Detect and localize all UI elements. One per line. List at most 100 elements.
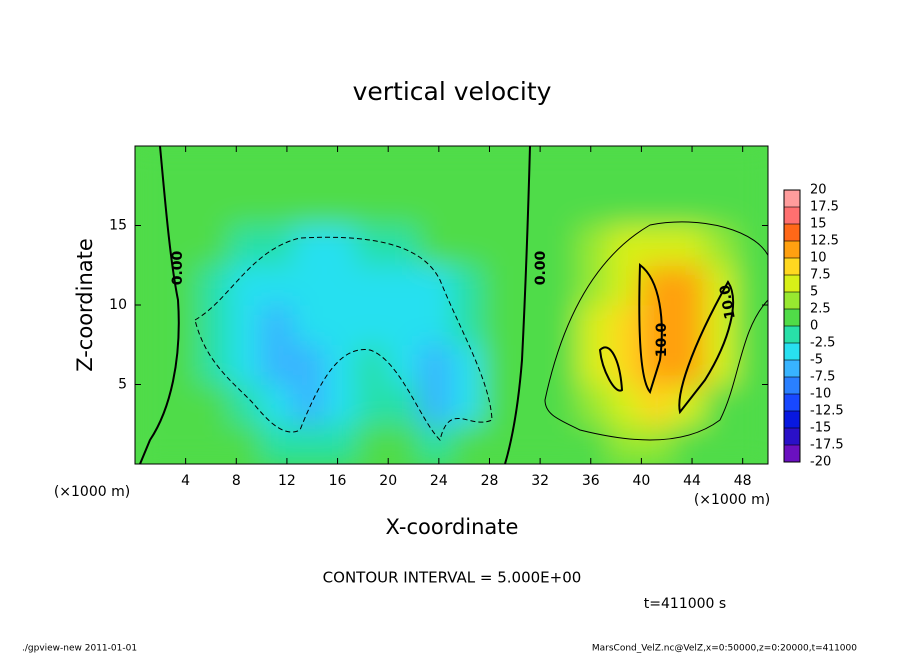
field-cell	[229, 304, 263, 346]
field-cell	[261, 146, 294, 187]
field-cell	[609, 423, 642, 464]
x-tick-label: 28	[481, 473, 499, 489]
field-cell	[545, 344, 579, 385]
field-cell	[419, 304, 452, 346]
field-cell	[482, 264, 516, 306]
field-cell	[135, 185, 168, 226]
footer-right: MarsCond_VelZ.nc@VelZ,x=0:50000,z=0:2000…	[592, 644, 857, 654]
field-cell	[451, 304, 484, 346]
field-cell	[735, 146, 768, 187]
contour-ten	[638, 263, 663, 395]
colorbar-band	[784, 207, 800, 224]
x-tick-label: 16	[329, 473, 347, 489]
field-cell	[261, 225, 294, 266]
field-cell	[261, 185, 294, 226]
field-cell	[545, 423, 579, 464]
field-cell	[387, 423, 421, 464]
field-cell	[577, 344, 611, 385]
field-cell	[261, 344, 294, 385]
field-cell	[577, 146, 611, 187]
field-cell	[419, 264, 452, 306]
colorbar-label: -17.5	[810, 438, 844, 453]
field-cell	[735, 344, 768, 385]
field-cell	[419, 344, 452, 385]
field-cell	[704, 423, 737, 464]
field-cell	[166, 304, 199, 346]
colorbar-label: 10	[810, 251, 827, 266]
field-cell	[229, 225, 263, 266]
field-cell	[387, 264, 421, 306]
field-cell	[514, 264, 547, 306]
field-cell	[609, 344, 642, 385]
field-cell	[261, 304, 294, 346]
field-cell	[482, 384, 516, 425]
colorbar-band	[784, 343, 800, 360]
colorbar-label: -5	[810, 353, 823, 368]
field-cell	[672, 264, 706, 306]
field-cell	[451, 146, 484, 187]
field-cell	[640, 344, 674, 385]
field-cell	[324, 146, 358, 187]
y-tick-label: 15	[109, 218, 127, 234]
field-cell	[387, 146, 421, 187]
y-tick-label: 10	[109, 297, 127, 313]
field-cell	[135, 344, 168, 385]
field-cell	[292, 185, 326, 226]
chart-title: vertical velocity	[353, 77, 552, 106]
colorbar-label: 7.5	[810, 268, 831, 283]
field-cell	[166, 264, 199, 306]
field-cell	[324, 225, 358, 266]
field-cell	[261, 264, 294, 306]
field-cell	[324, 384, 358, 425]
field-cell	[229, 384, 263, 425]
field-cell	[545, 185, 579, 226]
field-cell	[166, 146, 199, 187]
field-cell	[356, 185, 389, 226]
field-cell	[640, 423, 674, 464]
field-cell	[166, 185, 199, 226]
contour-label: 0.00	[170, 250, 186, 285]
field-cell	[387, 185, 421, 226]
field-cell	[135, 225, 168, 266]
field-cell	[451, 264, 484, 306]
colorbar-band	[784, 445, 800, 462]
field-cell	[482, 185, 516, 226]
x-tick-label: 8	[232, 473, 241, 489]
field-cell	[229, 264, 263, 306]
field-cell	[577, 423, 611, 464]
field-cell	[514, 225, 547, 266]
footer-left: ./gpview-new 2011-01-01	[22, 644, 137, 654]
colorbar-band	[784, 309, 800, 326]
x-tick-label: 32	[531, 473, 549, 489]
field-cell	[451, 185, 484, 226]
contour-label: 0.00	[533, 250, 549, 285]
field-cell	[545, 384, 579, 425]
field-cell	[577, 384, 611, 425]
field-cell	[166, 423, 199, 464]
contours	[139, 146, 768, 464]
field-cell	[292, 384, 326, 425]
colorbar-band	[784, 258, 800, 275]
x-tick-label: 40	[632, 473, 650, 489]
field-cell	[704, 185, 737, 226]
field-cell	[577, 185, 611, 226]
field-cell	[229, 146, 263, 187]
field-cell	[735, 185, 768, 226]
field-cell	[609, 225, 642, 266]
contour-zero	[139, 146, 180, 464]
colorbar-band	[784, 428, 800, 445]
field-cell	[609, 146, 642, 187]
field-cell	[640, 185, 674, 226]
field-cell	[135, 423, 168, 464]
field-cell	[545, 146, 579, 187]
x-tick-label: 4	[181, 473, 190, 489]
field-cell	[451, 423, 484, 464]
field-cell	[577, 225, 611, 266]
y-axis-label: Z-coordinate	[73, 238, 97, 372]
field-cell	[735, 225, 768, 266]
colorbar-band	[784, 241, 800, 258]
contour-label: 10.0	[654, 322, 670, 357]
field-cell	[292, 264, 326, 306]
field-cell	[261, 423, 294, 464]
colorbar-label: 2.5	[810, 302, 831, 317]
